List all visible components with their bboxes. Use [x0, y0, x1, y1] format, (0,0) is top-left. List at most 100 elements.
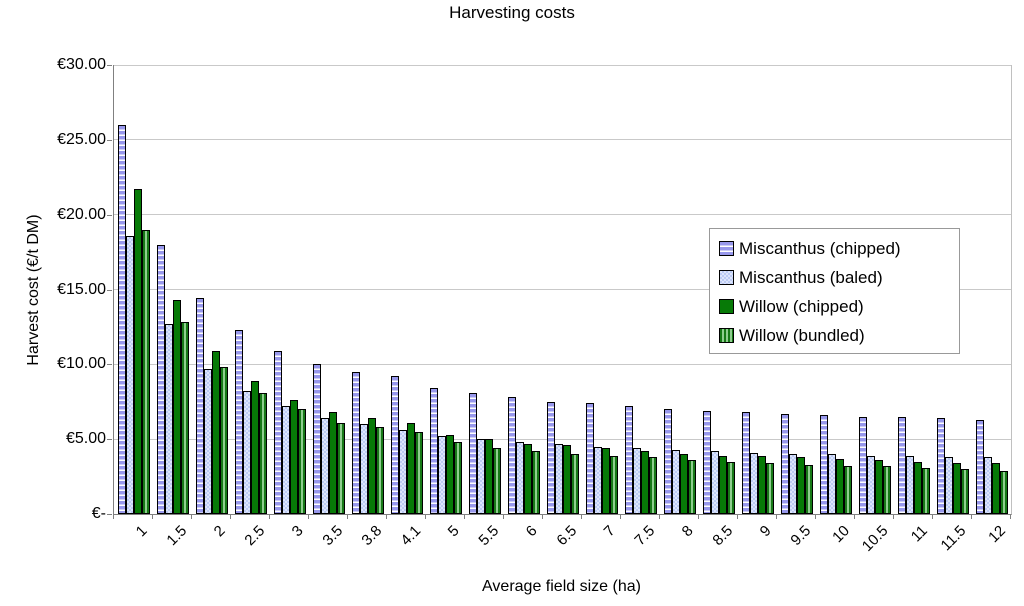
bar-miscanthus-chipped	[663, 409, 672, 514]
bar-miscanthus-baled	[983, 457, 992, 514]
bar-miscanthus-baled	[827, 454, 836, 514]
bar-willow-bundled	[843, 466, 852, 514]
bar-willow-chipped	[445, 434, 454, 514]
bar-willow-bundled	[141, 229, 150, 514]
x-axis-tick	[152, 515, 153, 519]
bar-group-9	[738, 65, 777, 514]
bar-willow-chipped	[289, 400, 298, 514]
x-axis-tick-label: 5	[444, 522, 463, 541]
bar-willow-bundled	[180, 322, 189, 514]
bar-willow-chipped	[640, 451, 649, 514]
bar-willow-chipped	[679, 454, 688, 514]
bar-miscanthus-baled	[320, 418, 329, 514]
x-axis-tick-label: 6.5	[553, 522, 580, 550]
bar-willow-chipped	[328, 412, 337, 514]
gridline	[114, 289, 1011, 290]
bar-group-11-5	[933, 65, 972, 514]
x-axis-tick-label: 11	[907, 522, 931, 546]
bar-willow-chipped	[406, 422, 415, 514]
x-axis-tick	[269, 515, 270, 519]
x-axis-title: Average field size (ha)	[482, 578, 641, 595]
bar-miscanthus-baled	[671, 449, 680, 514]
bar-miscanthus-baled	[476, 439, 485, 514]
x-axis-tick-label: 3.8	[358, 522, 385, 550]
x-axis-tick-label: 2.5	[241, 522, 268, 550]
bar-willow-chipped	[874, 460, 883, 514]
bar-miscanthus-baled	[593, 446, 602, 514]
bar-willow-chipped	[757, 455, 766, 514]
bar-miscanthus-chipped	[312, 364, 321, 514]
x-axis-tick	[386, 515, 387, 519]
bar-willow-bundled	[258, 392, 267, 514]
y-axis-tick-label: €5.00	[65, 430, 106, 448]
bar-miscanthus-chipped	[507, 397, 516, 514]
bar-willow-chipped	[172, 299, 181, 514]
x-axis-tick	[737, 515, 738, 519]
bar-miscanthus-chipped	[351, 371, 360, 514]
y-axis-tick	[107, 139, 112, 141]
bar-group-10	[816, 65, 855, 514]
bar-willow-bundled	[765, 463, 774, 514]
bar-group-2	[192, 65, 231, 514]
y-axis-tick-label: €10.00	[57, 355, 106, 373]
bar-group-5-5	[465, 65, 504, 514]
bar-miscanthus-chipped	[468, 392, 477, 514]
x-axis-tick	[893, 515, 894, 519]
x-axis-tick	[971, 515, 972, 519]
bar-group-3-5	[309, 65, 348, 514]
bar-miscanthus-chipped	[156, 244, 165, 514]
bar-miscanthus-baled	[281, 406, 290, 514]
x-axis-tick	[581, 515, 582, 519]
bar-miscanthus-chipped	[429, 388, 438, 514]
x-axis-tick	[659, 515, 660, 519]
legend: Miscanthus (chipped) Miscanthus (baled) Wi…	[709, 228, 960, 354]
bar-willow-chipped	[952, 463, 961, 514]
bar-group-8-5	[699, 65, 738, 514]
bar-miscanthus-chipped	[975, 419, 984, 514]
bar-miscanthus-chipped	[819, 415, 828, 514]
bar-willow-bundled	[609, 455, 618, 514]
bar-miscanthus-baled	[554, 443, 563, 514]
bar-group-4-1	[387, 65, 426, 514]
bar-willow-chipped	[796, 457, 805, 514]
bar-miscanthus-chipped	[858, 416, 867, 514]
bar-group-11	[894, 65, 933, 514]
y-axis-tick	[107, 65, 112, 66]
bar-willow-bundled	[648, 457, 657, 514]
bar-miscanthus-baled	[242, 391, 251, 514]
gridline	[114, 139, 1011, 141]
x-axis-tick	[347, 515, 348, 519]
x-axis-tick	[308, 515, 309, 519]
x-axis-tick-label: 7.5	[631, 522, 658, 550]
legend-item-miscanthus-baled: Miscanthus (baled)	[719, 263, 959, 292]
bar-miscanthus-chipped	[546, 401, 555, 514]
bar-miscanthus-baled	[359, 424, 368, 514]
bar-willow-bundled	[336, 422, 345, 514]
bar-group-7	[582, 65, 621, 514]
bar-group-3	[270, 65, 309, 514]
bar-miscanthus-baled	[710, 451, 719, 514]
x-axis-tick-label: 11.5	[937, 522, 970, 555]
bar-group-5	[426, 65, 465, 514]
y-axis-tick	[107, 439, 112, 441]
bar-miscanthus-chipped	[702, 410, 711, 514]
x-axis-tick	[776, 515, 777, 519]
bar-willow-bundled	[297, 409, 306, 514]
y-axis-tick	[107, 514, 112, 515]
x-axis-tick	[191, 515, 192, 519]
bar-miscanthus-chipped	[273, 350, 282, 514]
x-axis-tick-label: 10	[828, 522, 853, 547]
bar-miscanthus-baled	[905, 455, 914, 514]
bar-group-3-8	[348, 65, 387, 514]
legend-label: Willow (chipped)	[739, 296, 864, 316]
y-axis-tick-label: €15.00	[57, 280, 106, 298]
bar-miscanthus-chipped	[624, 406, 633, 514]
bar-willow-chipped	[133, 189, 142, 514]
y-axis-tick	[107, 214, 112, 216]
bar-miscanthus-baled	[944, 457, 953, 514]
bar-miscanthus-baled	[632, 448, 641, 514]
x-axis-tick	[425, 515, 426, 519]
x-axis-tick-label: 5.5	[475, 522, 502, 550]
x-axis-tick-label: 1	[132, 522, 151, 541]
bar-willow-bundled	[804, 464, 813, 514]
